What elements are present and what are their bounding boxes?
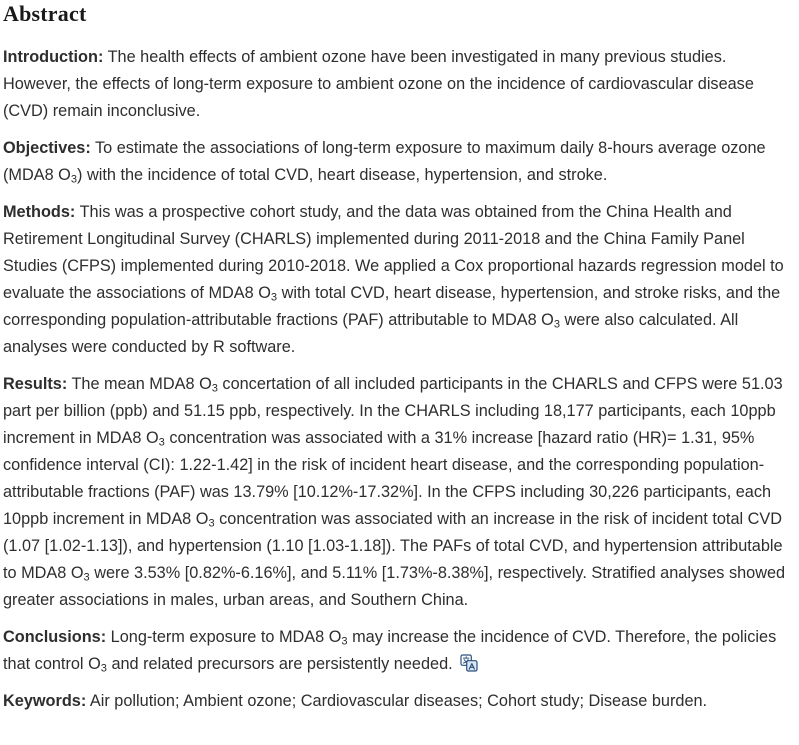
paragraph-text: concertation of all included participant… bbox=[3, 375, 783, 447]
paragraph-label-keywords: Keywords: bbox=[3, 692, 87, 710]
paragraph-text: with total CVD, heart disease, hypertens… bbox=[3, 284, 781, 329]
paragraph-label-introduction: Introduction: bbox=[3, 48, 104, 66]
subscript-text: 3 bbox=[270, 291, 278, 304]
subscript-text: 3 bbox=[70, 173, 78, 186]
paragraph-text: may increase the incidence of CVD. There… bbox=[3, 628, 777, 673]
subscript-text: 3 bbox=[341, 635, 348, 648]
translate-icon[interactable] bbox=[460, 654, 478, 672]
abstract-paragraph-keywords: Keywords: Air pollution; Ambient ozone; … bbox=[3, 688, 790, 715]
subscript-text: 3 bbox=[83, 571, 90, 584]
paragraph-text: This was a prospective cohort study, and… bbox=[3, 203, 784, 302]
paragraph-text: Air pollution; Ambient ozone; Cardiovasc… bbox=[86, 692, 708, 710]
paragraph-text: and related precursors are persistently … bbox=[106, 655, 458, 673]
paragraph-label-methods: Methods: bbox=[3, 203, 76, 221]
paragraph-text: The health effects of ambient ozone have… bbox=[3, 48, 754, 120]
paragraph-text: ) with the incidence of total CVD, heart… bbox=[77, 166, 608, 184]
subscript-text: 3 bbox=[158, 436, 165, 449]
paragraph-text: concentration was associated with an inc… bbox=[3, 510, 783, 582]
paragraph-text: To estimate the associations of long-ter… bbox=[3, 139, 766, 184]
abstract-paragraph-introduction: Introduction: The health effects of ambi… bbox=[3, 44, 790, 125]
paragraph-text: Long-term exposure to MDA8 O bbox=[106, 628, 342, 646]
paragraph-label-conclusions: Conclusions: bbox=[3, 628, 107, 646]
abstract-heading: Abstract bbox=[3, 1, 87, 26]
paragraph-text: concentration was associated with a 31% … bbox=[3, 429, 772, 528]
paragraph-text: The mean MDA8 O bbox=[67, 375, 212, 393]
subscript-text: 3 bbox=[553, 318, 560, 331]
abstract-paragraph-conclusions: Conclusions: Long-term exposure to MDA8 … bbox=[3, 624, 790, 678]
paragraph-label-results: Results: bbox=[3, 375, 68, 393]
abstract-paragraphs: Introduction: The health effects of ambi… bbox=[3, 44, 790, 715]
abstract-paragraph-methods: Methods: This was a prospective cohort s… bbox=[3, 199, 790, 361]
subscript-text: 3 bbox=[208, 517, 215, 530]
abstract-paragraph-results: Results: The mean MDA8 O3 concertation o… bbox=[3, 371, 790, 614]
subscript-text: 3 bbox=[211, 382, 218, 395]
paragraph-text: were 3.53% [0.82%-6.16%], and 5.11% [1.7… bbox=[3, 564, 786, 609]
subscript-text: 3 bbox=[100, 662, 107, 675]
paragraph-text: were also calculated. All analyses were … bbox=[3, 311, 739, 356]
abstract-section: Abstract Introduction: The health effect… bbox=[3, 1, 790, 715]
paragraph-label-objectives: Objectives: bbox=[3, 139, 91, 157]
abstract-paragraph-objectives: Objectives: To estimate the associations… bbox=[3, 135, 790, 189]
